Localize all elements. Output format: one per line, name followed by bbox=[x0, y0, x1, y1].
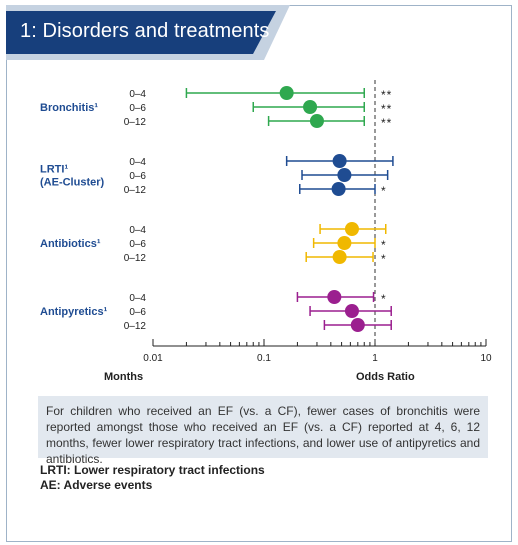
row-label: 0–12 bbox=[124, 185, 147, 196]
odds-ratio-point bbox=[332, 154, 347, 168]
x-tick-label: 0.1 bbox=[257, 353, 271, 364]
forest-plot: 0.01 0.1 1 10 Months Odds Ratio Bronchitis¹ 0–4… bbox=[40, 80, 492, 383]
group-label: LRTI¹ bbox=[40, 164, 68, 176]
x-axis-right-label: Odds Ratio bbox=[356, 371, 415, 383]
group-label: Antipyretics¹ bbox=[40, 306, 108, 318]
odds-ratio-point bbox=[332, 250, 347, 264]
title-banner bbox=[6, 5, 290, 60]
odds-ratio-point bbox=[344, 304, 359, 318]
x-tick-label: 10 bbox=[480, 353, 492, 364]
x-tick-label: 1 bbox=[372, 353, 378, 364]
footnote-lrti: LRTI: Lower respiratory tract infections bbox=[40, 463, 265, 477]
row-label: 0–12 bbox=[124, 117, 147, 128]
significance-mark: * bbox=[381, 292, 387, 306]
row-label: 0–12 bbox=[124, 321, 147, 332]
row-label: 0–4 bbox=[129, 293, 146, 304]
row-label: 0–4 bbox=[129, 157, 146, 168]
odds-ratio-point bbox=[279, 86, 294, 100]
odds-ratio-point bbox=[309, 114, 324, 128]
footnotes: LRTI: Lower respiratory tract infections… bbox=[40, 463, 265, 493]
odds-ratio-point bbox=[344, 222, 359, 236]
odds-ratio-point bbox=[331, 182, 346, 196]
x-tick-label: 0.01 bbox=[143, 353, 163, 364]
row-label: 0–6 bbox=[129, 239, 146, 250]
row-label: 0–6 bbox=[129, 307, 146, 318]
significance-mark: * bbox=[381, 184, 387, 198]
odds-ratio-point bbox=[303, 100, 318, 114]
odds-ratio-point bbox=[337, 236, 352, 250]
row-label: 0–4 bbox=[129, 89, 146, 100]
odds-ratio-point bbox=[350, 318, 365, 332]
significance-mark: * bbox=[381, 238, 387, 252]
significance-mark: ** bbox=[381, 102, 392, 116]
significance-mark: ** bbox=[381, 88, 392, 102]
row-label: 0–6 bbox=[129, 103, 146, 114]
group-label: (AE-Cluster) bbox=[40, 177, 105, 189]
row-label: 0–4 bbox=[129, 225, 146, 236]
significance-mark: * bbox=[381, 252, 387, 266]
odds-ratio-point bbox=[327, 290, 342, 304]
page-title: 1: Disorders and treatments bbox=[20, 20, 270, 42]
row-label: 0–6 bbox=[129, 171, 146, 182]
footnote-ae: AE: Adverse events bbox=[40, 478, 153, 492]
odds-ratio-point bbox=[337, 168, 352, 182]
summary-caption: For children who received an EF (vs. a C… bbox=[38, 396, 488, 466]
x-axis-left-label: Months bbox=[104, 371, 143, 383]
group-label: Antibiotics¹ bbox=[40, 238, 101, 250]
group-label: Bronchitis¹ bbox=[40, 102, 98, 114]
row-label: 0–12 bbox=[124, 253, 147, 264]
significance-mark: ** bbox=[381, 116, 392, 130]
